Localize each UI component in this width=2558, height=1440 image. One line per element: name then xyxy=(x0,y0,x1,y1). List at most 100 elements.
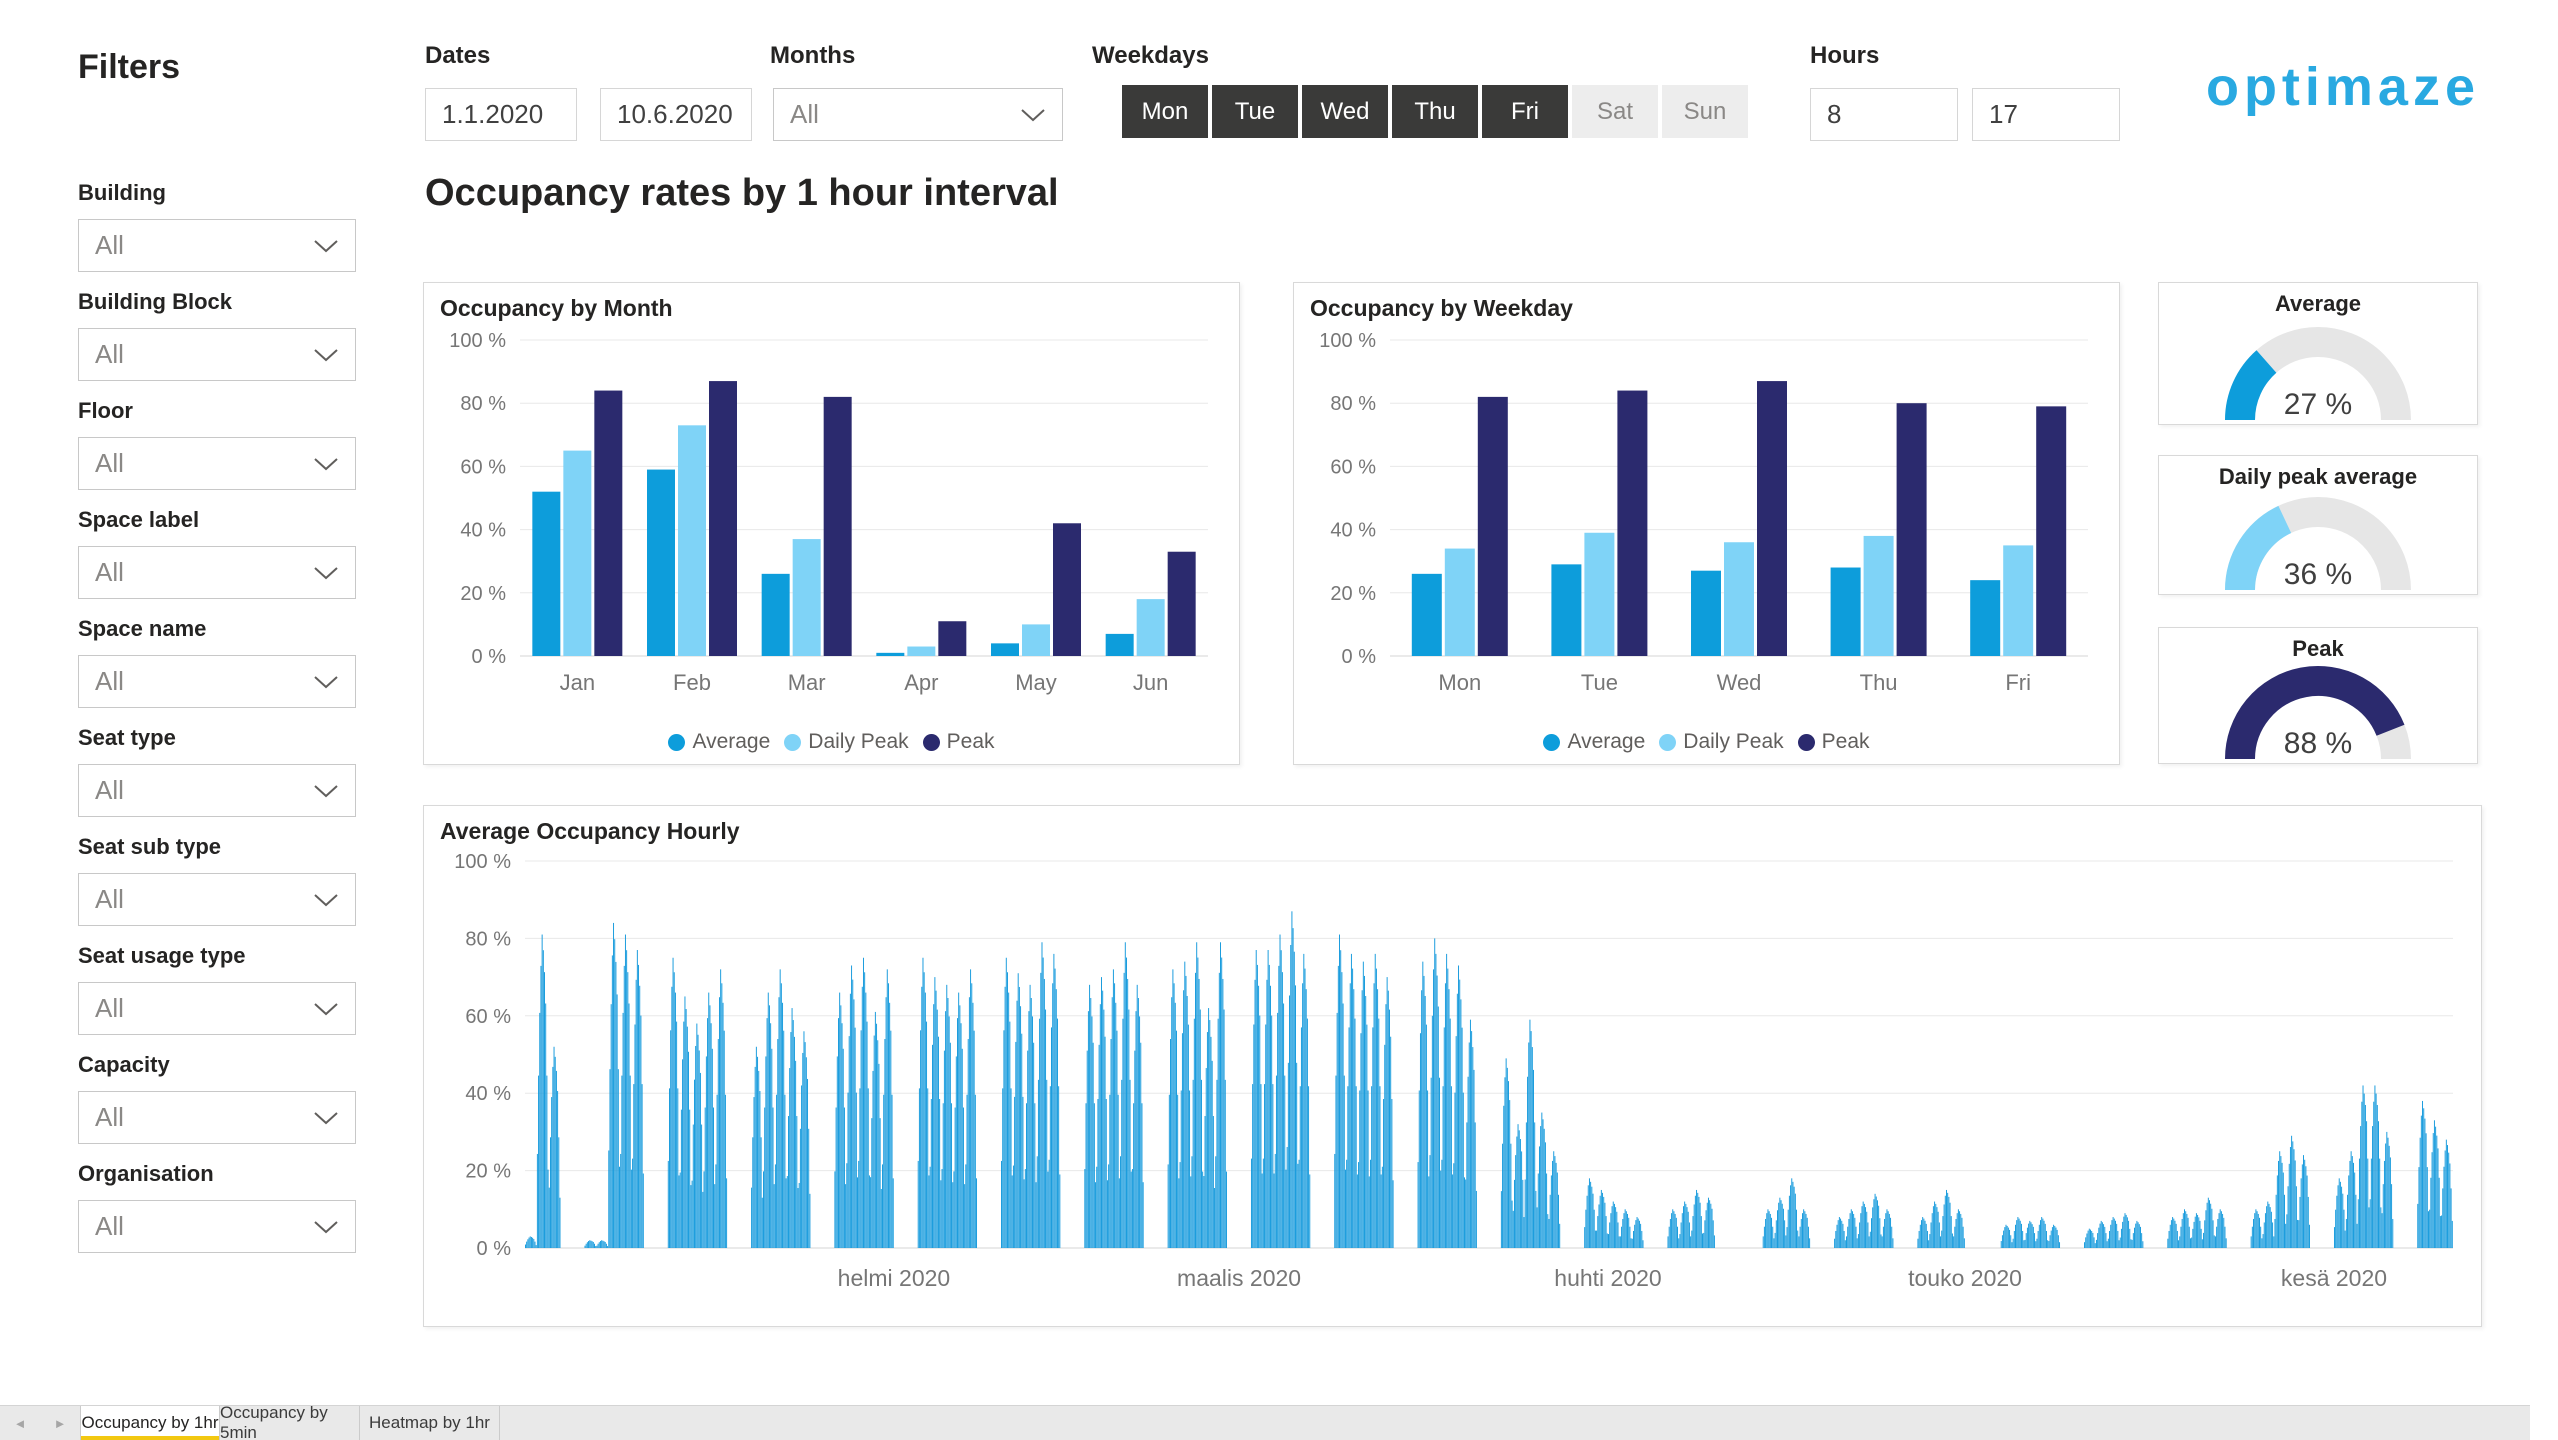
filter-select-space-name[interactable]: All xyxy=(78,655,356,708)
filter-select-value: All xyxy=(95,1102,124,1132)
occupancy-by-month-chart[interactable]: 0 % 20 % 40 % 60 % 80 % 100 % Jan Feb Mar Apr May J… xyxy=(440,322,1223,702)
filter-select-floor[interactable]: All xyxy=(78,437,356,490)
daily-peak-average-gauge-card: Daily peak average 36 % xyxy=(2158,455,2478,595)
bar-peak-mar xyxy=(823,396,852,656)
svg-text:Fri: Fri xyxy=(2005,670,2031,695)
filter-group-seat-type: Seat type All xyxy=(78,725,356,817)
svg-text:touko 2020: touko 2020 xyxy=(1908,1265,2022,1291)
date-to-input[interactable] xyxy=(600,88,752,141)
bar-peak-feb xyxy=(709,381,737,656)
svg-text:Apr: Apr xyxy=(904,670,938,695)
filter-select-value: All xyxy=(95,230,124,260)
tab-occupancy-by-1hr[interactable]: Occupancy by 1hr xyxy=(80,1406,220,1440)
svg-text:80 %: 80 % xyxy=(465,928,511,950)
bar-peak-fri xyxy=(2036,406,2067,656)
filter-select-organisation[interactable]: All xyxy=(78,1200,356,1253)
optimaze-logo: optimaze xyxy=(2205,57,2480,117)
legend-item-daily-peak[interactable]: Daily Peak xyxy=(1659,730,1784,754)
hours-from-input[interactable] xyxy=(1810,88,1958,141)
weekday-button-mon[interactable]: Mon xyxy=(1122,85,1208,138)
svg-text:80 %: 80 % xyxy=(460,393,506,415)
daily-peak-average-gauge[interactable]: 36 % xyxy=(2174,490,2462,592)
filter-select-seat-sub-type[interactable]: All xyxy=(78,873,356,926)
legend-dot xyxy=(1543,733,1561,751)
legend-label: Daily Peak xyxy=(808,730,909,753)
legend-dot xyxy=(668,733,686,751)
bar-daily-peak-jan xyxy=(563,450,592,656)
tab-heatmap-by-1hr[interactable]: Heatmap by 1hr xyxy=(360,1406,500,1440)
legend-item-average[interactable]: Average xyxy=(1543,730,1645,754)
tab-nav-next-icon[interactable]: ► xyxy=(53,1415,67,1431)
filter-select-capacity[interactable]: All xyxy=(78,1091,356,1144)
chevron-down-icon xyxy=(314,1111,338,1124)
chevron-down-icon xyxy=(314,348,338,361)
average-occupancy-hourly-card: Average Occupancy Hourly 0 % 20 % 40 % 60 %… xyxy=(423,805,2482,1327)
legend-item-average[interactable]: Average xyxy=(668,730,770,754)
weekday-button-thu[interactable]: Thu xyxy=(1392,85,1478,138)
filter-group-space-name: Space name All xyxy=(78,616,356,708)
hours-to-input[interactable] xyxy=(1972,88,2120,141)
bar-daily-peak-tue xyxy=(1584,532,1615,656)
weekday-button-tue[interactable]: Tue xyxy=(1212,85,1298,138)
svg-text:Mon: Mon xyxy=(1438,670,1481,695)
chevron-down-icon xyxy=(314,566,338,579)
svg-text:May: May xyxy=(1015,670,1057,695)
occupancy-by-weekday-title: Occupancy by Weekday xyxy=(1310,295,1573,321)
months-label: Months xyxy=(770,42,856,69)
filter-group-floor: Floor All xyxy=(78,398,356,490)
average-gauge[interactable]: 27 % xyxy=(2174,317,2462,422)
filter-select-value: All xyxy=(95,1211,124,1241)
svg-text:60 %: 60 % xyxy=(460,456,506,478)
report-tab-bar: ◄ ► Occupancy by 1hr Occupancy by 5min Hea… xyxy=(0,1403,2530,1440)
svg-text:maalis 2020: maalis 2020 xyxy=(1177,1265,1301,1291)
svg-text:Jun: Jun xyxy=(1133,670,1168,695)
bar-average-thu xyxy=(1830,567,1861,656)
svg-text:88 %: 88 % xyxy=(2284,727,2352,760)
average-occupancy-hourly-chart[interactable]: 0 % 20 % 40 % 60 % 80 % 100 % helmi 2020 maalis… xyxy=(440,845,2465,1300)
filter-select-building[interactable]: All xyxy=(78,219,356,272)
filter-label-seat-type: Seat type xyxy=(78,725,176,750)
bar-daily-peak-mon xyxy=(1444,548,1475,656)
filter-group-building: Building All xyxy=(78,180,356,272)
weekday-button-wed[interactable]: Wed xyxy=(1302,85,1388,138)
legend-item-peak[interactable]: Peak xyxy=(922,730,995,754)
filter-select-seat-type[interactable]: All xyxy=(78,764,356,817)
months-select[interactable]: All xyxy=(773,88,1063,141)
occupancy-by-weekday-legend: Average Daily Peak Peak xyxy=(1294,730,2119,754)
filter-select-space-label[interactable]: All xyxy=(78,546,356,599)
svg-text:27 %: 27 % xyxy=(2284,388,2352,421)
legend-item-peak[interactable]: Peak xyxy=(1797,730,1870,754)
legend-dot xyxy=(1659,733,1677,751)
weekday-button-sat[interactable]: Sat xyxy=(1572,85,1658,138)
svg-text:huhti 2020: huhti 2020 xyxy=(1554,1265,1661,1291)
filter-select-building-block[interactable]: All xyxy=(78,328,356,381)
daily-peak-average-gauge-title: Daily peak average xyxy=(2218,464,2418,489)
weekday-button-sun[interactable]: Sun xyxy=(1662,85,1748,138)
svg-text:Jan: Jan xyxy=(560,670,595,695)
tab-nav-prev-icon[interactable]: ◄ xyxy=(13,1415,27,1431)
bar-average-mar xyxy=(761,573,790,656)
filter-label-organisation: Organisation xyxy=(78,1161,214,1186)
chevron-down-icon xyxy=(314,893,338,906)
bar-daily-peak-fri xyxy=(2003,545,2034,656)
chevron-down-icon xyxy=(314,675,338,688)
filter-select-value: All xyxy=(95,884,124,914)
filter-label-building: Building xyxy=(78,180,166,205)
filter-label-seat-usage-type: Seat usage type xyxy=(78,943,246,968)
bar-average-tue xyxy=(1551,564,1582,656)
legend-item-daily-peak[interactable]: Daily Peak xyxy=(784,730,909,754)
tab-occupancy-by-5min[interactable]: Occupancy by 5min xyxy=(220,1403,360,1440)
legend-dot xyxy=(922,733,940,751)
bar-daily-peak-wed xyxy=(1724,542,1754,656)
occupancy-by-weekday-chart[interactable]: 0 % 20 % 40 % 60 % 80 % 100 % Mon Tue Wed Thu Fri xyxy=(1310,322,2103,702)
date-from-input[interactable] xyxy=(425,88,577,141)
svg-text:Tue: Tue xyxy=(1581,670,1618,695)
peak-gauge[interactable]: 88 % xyxy=(2174,662,2462,761)
average-gauge-title: Average xyxy=(2274,291,2361,316)
filter-group-seat-usage-type: Seat usage type All xyxy=(78,943,356,1035)
filter-select-seat-usage-type[interactable]: All xyxy=(78,982,356,1035)
filter-group-space-label: Space label All xyxy=(78,507,356,599)
weekday-button-fri[interactable]: Fri xyxy=(1482,85,1568,138)
chevron-down-icon xyxy=(1021,108,1045,121)
